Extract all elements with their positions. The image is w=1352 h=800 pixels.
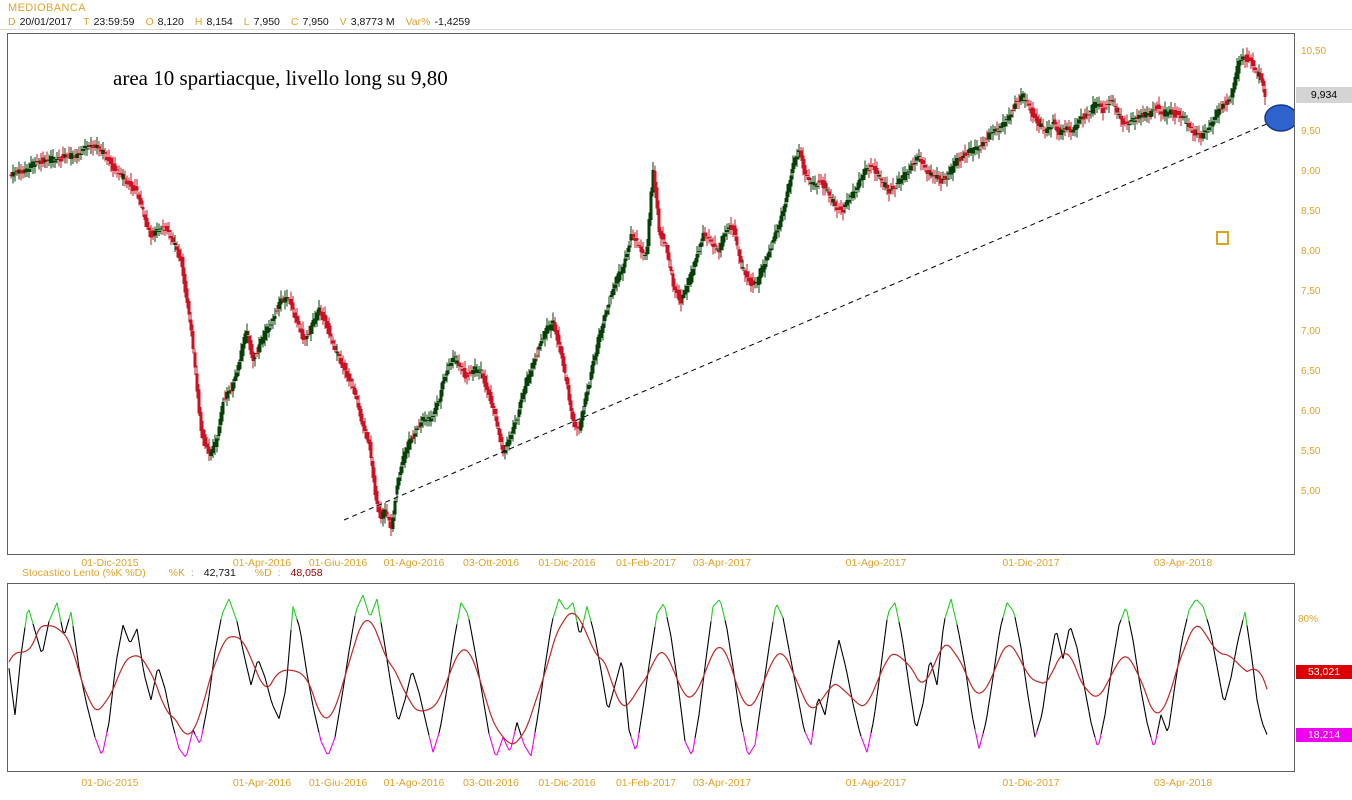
date-axis-label: 01-Dic-2015 [81,557,139,569]
price-axis-label: 8,50 [1301,206,1321,217]
annotation-square-handle[interactable] [1216,231,1229,245]
ohlc-field-value: 8,154 [206,16,233,28]
price-axis-label: 7,50 [1301,286,1321,297]
trendline-end-marker [1264,104,1294,132]
stoch-d-value: 48,058 [290,567,323,579]
candles-layer [9,47,1267,536]
stoch-d-label: %D [254,567,272,579]
ohlc-field-value: -1,4259 [434,16,471,28]
chart-annotation-text[interactable]: area 10 spartiacque, livello long su 9,8… [113,66,448,90]
ohlc-readout: D 20/01/2017 T 23:59:59 O 8,120 H 8,154 L 7,950 C 7… [8,16,481,28]
window-divider [0,29,1352,30]
price-axis-label: 9,50 [1301,126,1321,137]
stochastic-header: Stocastico Lento (%K %D) %K : 42,731 %D … [22,567,323,579]
ohlc-field-label: Var% [405,16,431,28]
date-axis-label: 01-Ago-2016 [383,557,445,569]
main-chart-panel[interactable]: area 10 spartiacque, livello long su 9,8… [7,33,1295,555]
date-axis-label: 03-Apr-2018 [1153,777,1213,789]
date-axis-label: 01-Dic-2016 [538,557,596,569]
price-axis-label: 8,00 [1301,246,1321,257]
ohlc-field-label: V [339,16,347,28]
date-axis-label: 03-Ott-2016 [462,557,520,569]
ohlc-field-label: D [8,16,16,28]
price-axis-label: 6,00 [1301,406,1321,417]
symbol-title: MEDIOBANCA [8,2,86,14]
stoch-k-colon: : [190,567,194,579]
date-axis-label: 01-Apr-2016 [232,777,292,789]
ohlc-field-value: 8,120 [157,16,184,28]
price-axis-label: 7,00 [1301,326,1321,337]
ohlc-field-label: C [290,16,299,28]
last-price-tag: 9,934 [1296,87,1352,103]
stochastic-chart-svg[interactable] [8,584,1294,771]
date-axis-label: 01-Giu-2016 [308,777,368,789]
ohlc-field-label: L [243,16,250,28]
stochastic-panel[interactable] [7,583,1295,772]
ohlc-field-value: 7,950 [253,16,280,28]
price-axis-label: 10,50 [1301,46,1327,57]
date-axis-label: 01-Giu-2016 [308,557,368,569]
stoch-k-last-tag: 18,214 [1296,728,1352,742]
ohlc-field-label: O [145,16,154,28]
stoch-80-percent-label: 80% [1298,614,1319,625]
trendline-dashed [343,111,1294,521]
price-chart-svg[interactable] [8,34,1294,554]
date-axis-label: 01-Ago-2016 [383,777,445,789]
date-axis-label: 03-Apr-2017 [692,777,752,789]
date-axis-label: 01-Apr-2016 [232,557,292,569]
ohlc-field-value: 23:59:59 [93,16,135,28]
ohlc-field-label: T [83,16,90,28]
price-axis-label: 9,00 [1301,166,1321,177]
price-axis-label: 6,50 [1301,366,1321,377]
date-axis-label: 01-Feb-2017 [615,777,677,789]
ohlc-field-value: 7,950 [302,16,329,28]
date-axis-label: 01-Dic-2015 [81,777,139,789]
stoch-k-label: %K [168,567,185,579]
date-axis-label: 03-Ott-2016 [462,777,520,789]
date-axis-label: 01-Ago-2017 [845,777,907,789]
date-axis-label: 01-Dic-2016 [538,777,596,789]
date-axis-label: 01-Ago-2017 [845,557,907,569]
stoch-d-last-tag: 53,021 [1296,665,1352,679]
ohlc-field-label: H [194,16,203,28]
price-axis-label: 5,00 [1301,486,1321,497]
stoch-d-colon: : [277,567,281,579]
ohlc-field-value: 20/01/2017 [19,16,73,28]
stochastic-title: Stocastico Lento (%K %D) [22,567,146,579]
date-axis-label: 01-Feb-2017 [615,557,677,569]
price-axis-label: 5,50 [1301,446,1321,457]
ohlc-field-value: 3,8773 M [350,16,395,28]
date-axis-label: 03-Apr-2017 [692,557,752,569]
stoch-k-value: 42,731 [203,567,236,579]
date-axis-label: 01-Dic-2017 [1002,557,1060,569]
date-axis-label: 01-Dic-2017 [1002,777,1060,789]
date-axis-label: 03-Apr-2018 [1153,557,1213,569]
stoch-d-line [8,612,1268,745]
